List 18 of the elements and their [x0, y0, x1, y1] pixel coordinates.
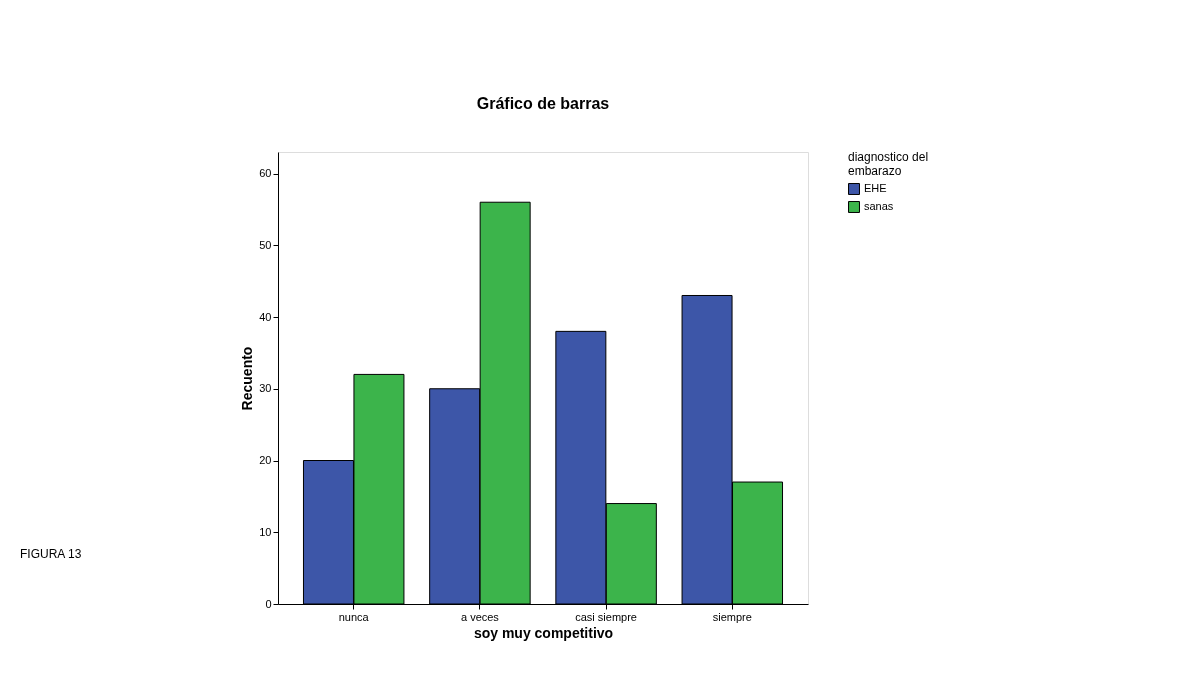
legend-title: diagnostico del embarazo: [848, 150, 929, 178]
chart-title: Gráfico de barras: [476, 95, 610, 112]
x-tick-label: nunca: [338, 610, 370, 623]
y-tick-label: 40: [259, 310, 272, 323]
x-tick-label: casi siempre: [575, 610, 637, 623]
y-tick-label: 30: [259, 382, 272, 395]
y-tick-label: 60: [259, 167, 272, 180]
y-tick-label: 10: [259, 525, 272, 538]
y-tick-label: 20: [259, 454, 272, 467]
y-tick-label: 0: [265, 597, 272, 610]
legend-label: EHE: [864, 182, 887, 194]
x-tick-label: a veces: [460, 610, 500, 623]
text: FIGURA 13: [20, 547, 82, 561]
y-axis-title: Recuento: [239, 346, 256, 411]
y-tick-label: 50: [259, 238, 272, 251]
x-axis-title: soy muy competitivo: [473, 624, 614, 641]
x-tick-label: siempre: [712, 610, 752, 623]
legend-label: sanas: [864, 200, 894, 212]
